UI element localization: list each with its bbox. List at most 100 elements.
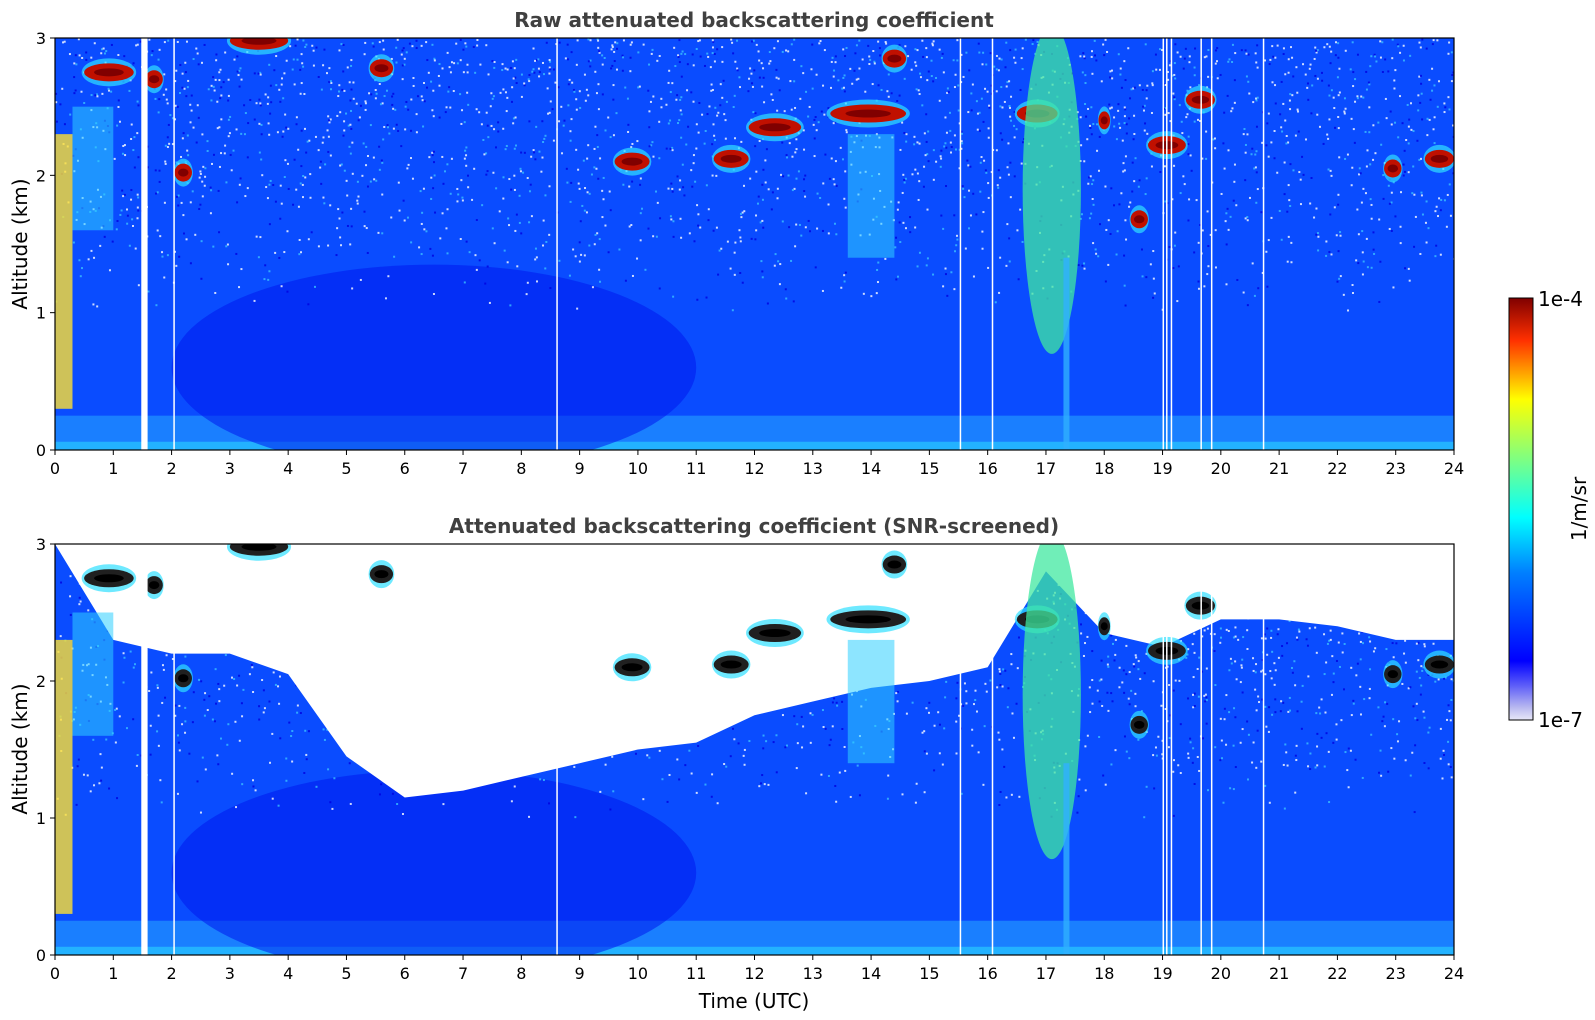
x-tick-label: 7 (458, 459, 468, 478)
y-axis-label: Altitude (km) (8, 178, 32, 309)
y-tick-label: 3 (36, 535, 46, 554)
cloud-core (94, 68, 124, 77)
y-axis-ticks: 0 1 2 3 (36, 535, 55, 965)
missing-data-gap (1262, 38, 1265, 450)
cloud-core (759, 123, 791, 132)
x-tick-label: 21 (1269, 964, 1289, 983)
x-tick-label: 15 (919, 964, 939, 983)
x-tick-label: 24 (1444, 964, 1464, 983)
x-tick-label: 19 (1152, 964, 1172, 983)
y-tick-label: 0 (36, 946, 46, 965)
missing-data-gap (991, 38, 994, 450)
x-tick-label: 3 (225, 964, 235, 983)
x-tick-label: 11 (686, 459, 706, 478)
missing-data-gap (1262, 544, 1265, 955)
x-tick-label: 24 (1444, 459, 1464, 478)
heatmap-raw (55, 38, 1454, 450)
x-tick-label: 16 (977, 459, 997, 478)
y-tick-label: 2 (36, 166, 46, 185)
cloud-core (1430, 660, 1449, 669)
aerosol-plume (847, 134, 895, 258)
x-axis-label: Time (UTC) (698, 989, 810, 1013)
cloud-core (1100, 622, 1108, 631)
cloud-core (1430, 154, 1449, 163)
x-tick-label: 18 (1094, 459, 1114, 478)
x-tick-label: 16 (977, 964, 997, 983)
cloud-core (845, 615, 891, 624)
missing-data-gap (1210, 38, 1213, 450)
heatmap-screened (55, 544, 1454, 955)
cloud-core (177, 674, 189, 683)
cloud-core (759, 629, 791, 638)
cloud-core (1100, 116, 1108, 125)
aerosol-plume (1022, 38, 1081, 354)
aerosol-plume-trail (1063, 257, 1070, 450)
x-tick-label: 0 (50, 459, 60, 478)
cloud-core (720, 660, 742, 669)
cloud-core (241, 544, 277, 551)
aerosol-plume (55, 639, 73, 914)
colorbar-min-label: 1e-7 (1538, 708, 1583, 732)
aerosol-plume (72, 612, 114, 736)
x-tick-label: 23 (1386, 459, 1406, 478)
missing-data-gap (1166, 38, 1168, 450)
x-tick-label: 1 (108, 964, 118, 983)
x-tick-label: 1 (108, 459, 118, 478)
x-tick-label: 22 (1327, 459, 1347, 478)
x-tick-label: 18 (1094, 964, 1114, 983)
cloud-core (148, 75, 160, 84)
x-tick-label: 10 (628, 459, 648, 478)
missing-data-gap (173, 38, 175, 450)
x-tick-label: 13 (803, 459, 823, 478)
boundary-layer-core (171, 264, 697, 450)
y-tick-label: 1 (36, 809, 46, 828)
aerosol-plume (847, 639, 895, 764)
x-tick-label: 21 (1269, 459, 1289, 478)
x-axis-ticks: 0 1 2 3 4 5 6 7 8 9 10 11 12 13 14 15 16 17 18 19 20 21 22 23 24 (50, 955, 1464, 983)
cloud-core (887, 54, 902, 63)
missing-data-gap (1162, 544, 1165, 955)
x-tick-label: 8 (516, 459, 526, 478)
aerosol-plume (55, 134, 73, 409)
x-tick-label: 4 (283, 459, 293, 478)
cloud-core (177, 168, 189, 177)
y-axis-ticks: 0 1 2 3 (36, 29, 55, 460)
missing-data-gap (959, 38, 962, 450)
panel-screened: Attenuated backscattering coefficient (S… (8, 514, 1464, 1013)
aerosol-plume-trail (1063, 763, 1070, 955)
aerosol-plume (1022, 544, 1081, 860)
missing-data-gap (141, 544, 146, 955)
missing-data-gap (141, 38, 146, 450)
y-tick-label: 0 (36, 441, 46, 460)
x-tick-label: 14 (861, 964, 881, 983)
screened-region (55, 544, 1454, 798)
missing-data-gap (1200, 38, 1202, 450)
cloud-core (374, 570, 389, 579)
x-tick-label: 0 (50, 964, 60, 983)
x-tick-label: 7 (458, 964, 468, 983)
cloud-core (1133, 215, 1145, 224)
x-tick-label: 11 (686, 964, 706, 983)
x-tick-label: 17 (1036, 964, 1056, 983)
x-tick-label: 5 (341, 964, 351, 983)
colorbar-unit-label: 1/m/sr (1567, 476, 1591, 541)
y-tick-label: 3 (36, 29, 46, 48)
cloud-core (374, 64, 389, 73)
x-tick-label: 12 (744, 459, 764, 478)
x-tick-label: 23 (1386, 964, 1406, 983)
cloud-core (1387, 670, 1399, 679)
x-tick-label: 13 (803, 964, 823, 983)
missing-data-gap (1162, 38, 1165, 450)
cloud-core (887, 560, 902, 569)
cloud-core (845, 109, 891, 118)
missing-data-gap (1170, 544, 1173, 955)
cloud-core (621, 663, 643, 672)
x-tick-label: 12 (744, 964, 764, 983)
x-tick-label: 20 (1211, 964, 1231, 983)
missing-data-gap (173, 544, 175, 955)
cloud-core (720, 154, 742, 163)
panel-raw: Raw attenuated backscattering coefficien… (8, 8, 1464, 478)
colorbar-max-label: 1e-4 (1538, 287, 1583, 311)
missing-data-gap (556, 544, 558, 955)
x-tick-label: 5 (341, 459, 351, 478)
